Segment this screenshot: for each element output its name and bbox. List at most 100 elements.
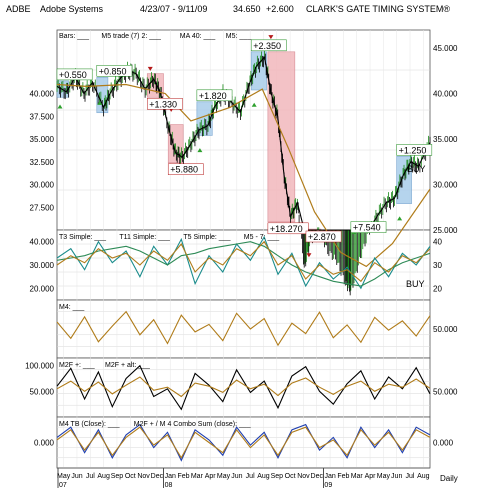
x-year-label: 08 — [165, 482, 173, 489]
panel-left-tick: 0.000 — [34, 439, 55, 448]
trade-label-box — [396, 144, 433, 156]
panel-right-tick: 50.000 — [433, 387, 458, 396]
trade-label-box — [147, 98, 183, 110]
x-year-label: 09 — [324, 482, 332, 489]
down-arrow — [306, 253, 312, 258]
up-arrow — [97, 100, 103, 105]
x-month-label: Jun — [71, 473, 82, 480]
x-month-label: Jul — [406, 473, 415, 480]
trade-label: +0.850 — [99, 66, 127, 76]
x-month-label: Dec — [151, 473, 164, 480]
series-line-3-1 — [56, 376, 431, 398]
x-month-label: Sep — [111, 473, 124, 480]
panel-legend-item: M2F + / M 4 Combo Sum (close): ___ — [134, 421, 251, 428]
panel-legend-item: T3 Simple: ___ — [59, 234, 106, 241]
up-arrow — [251, 102, 257, 107]
x-month-label: Nov — [137, 473, 150, 480]
x-month-label: May — [217, 473, 231, 480]
panel-right-tick: 0.000 — [433, 439, 454, 448]
price-left-tick: 30.000 — [30, 181, 55, 190]
trade-label-box — [305, 230, 342, 243]
x-month-label: Oct — [285, 473, 296, 480]
trade-label: +18.270 — [270, 224, 303, 234]
down-arrow — [268, 35, 274, 40]
trade-box-sell — [267, 51, 296, 223]
trade-label-box — [267, 222, 309, 235]
price-left-tick: 40.000 — [30, 90, 55, 99]
price-left-tick: 35.000 — [30, 135, 55, 144]
signal-label-price: BUY — [407, 164, 426, 174]
price-legend-item: M5 trade (7) 2: ___ — [101, 33, 161, 40]
price-right-tick: 35.000 — [433, 135, 458, 144]
price-left-tick: 32.500 — [30, 158, 55, 167]
x-month-label: Aug — [97, 473, 110, 480]
price-legend-item: Bars: ___ — [59, 33, 89, 40]
trade-label: +5.880 — [170, 165, 198, 175]
panel-m4tb-frame — [56, 416, 431, 469]
x-month-label: Nov — [297, 473, 310, 480]
panel-legend-item: M4: ___ — [59, 304, 84, 311]
panel-left-tick: 100.000 — [25, 362, 54, 371]
x-month-label: Mar — [191, 473, 204, 480]
up-arrow — [57, 104, 63, 109]
x-month-label: May — [377, 473, 391, 480]
price-left-tick: 37.500 — [30, 112, 55, 121]
header-last: 34.650 — [233, 4, 261, 14]
panel-m2f-frame — [56, 357, 431, 418]
x-month-label: Jun — [231, 473, 242, 480]
trade-label: +1.250 — [399, 145, 427, 155]
x-month-label: Apr — [365, 473, 377, 480]
trade-label: +1.330 — [149, 99, 177, 109]
trade-label: +7.540 — [353, 223, 381, 233]
x-month-label: Jun — [391, 473, 402, 480]
x-month-label: May — [57, 473, 71, 480]
header-name: Adobe Systems — [40, 4, 104, 14]
trade-label: +0.550 — [59, 70, 87, 80]
up-arrow — [397, 216, 403, 221]
trade-label: +1.820 — [199, 91, 227, 101]
trade-label-box — [196, 89, 233, 102]
trade-label-box — [250, 39, 287, 52]
trade-label: +2.870 — [308, 232, 336, 242]
period-label: Daily — [440, 474, 458, 483]
x-month-label: Feb — [178, 473, 190, 480]
series-line-2-0 — [56, 310, 431, 347]
x-month-label: Mar — [351, 473, 364, 480]
price-right-tick: 25.000 — [433, 226, 458, 235]
up-arrow — [197, 148, 203, 153]
down-arrow — [147, 66, 153, 71]
header-range: 4/23/07 - 9/11/09 — [140, 4, 207, 14]
price-right-tick: 40.000 — [433, 90, 458, 99]
trade-label-box — [350, 221, 387, 233]
panel-price-frame — [56, 29, 431, 231]
panel-right-tick: 50.000 — [433, 325, 458, 334]
chart-labels: +0.550 +0.850 +1.330 +5.880 +1.820 +2.350 +18.… — [25, 33, 458, 489]
x-month-label: Aug — [257, 473, 270, 480]
x-month-label: Aug — [417, 473, 430, 480]
price-legend-item: MA 40: ___ — [180, 33, 216, 40]
panel-right-tick: 30 — [433, 261, 442, 270]
x-month-label: Jul — [246, 473, 255, 480]
x-month-label: Sep — [271, 473, 284, 480]
series-line-3-0 — [56, 364, 431, 411]
panel-m4-frame — [56, 299, 431, 359]
header-symbol: ADBE — [6, 4, 31, 14]
header-system: CLARK'S GATE TIMING SYSTEM® — [306, 4, 450, 14]
panel-right-tick: 20 — [433, 284, 442, 293]
x-month-label: Dec — [311, 473, 324, 480]
series-line-1-1 — [56, 241, 431, 287]
x-month-label: Jan — [165, 473, 176, 480]
series-line-1-2 — [56, 240, 431, 283]
trade-label-box — [167, 163, 204, 175]
header-change: +2.600 — [266, 4, 294, 14]
x-month-label: Jul — [86, 473, 95, 480]
x-month-label: Apr — [205, 473, 217, 480]
x-year-label: 07 — [59, 482, 67, 489]
panel-legend-item: M2F +: ___ — [59, 362, 95, 369]
ma40-line — [56, 83, 431, 268]
panel-legend-item: M2F + alt: ___ — [105, 362, 150, 369]
x-month-label: Jan — [324, 473, 335, 480]
panel-legend-item: T11 Simple: ___ — [119, 234, 170, 241]
panel-left-tick: 30.000 — [30, 261, 55, 270]
